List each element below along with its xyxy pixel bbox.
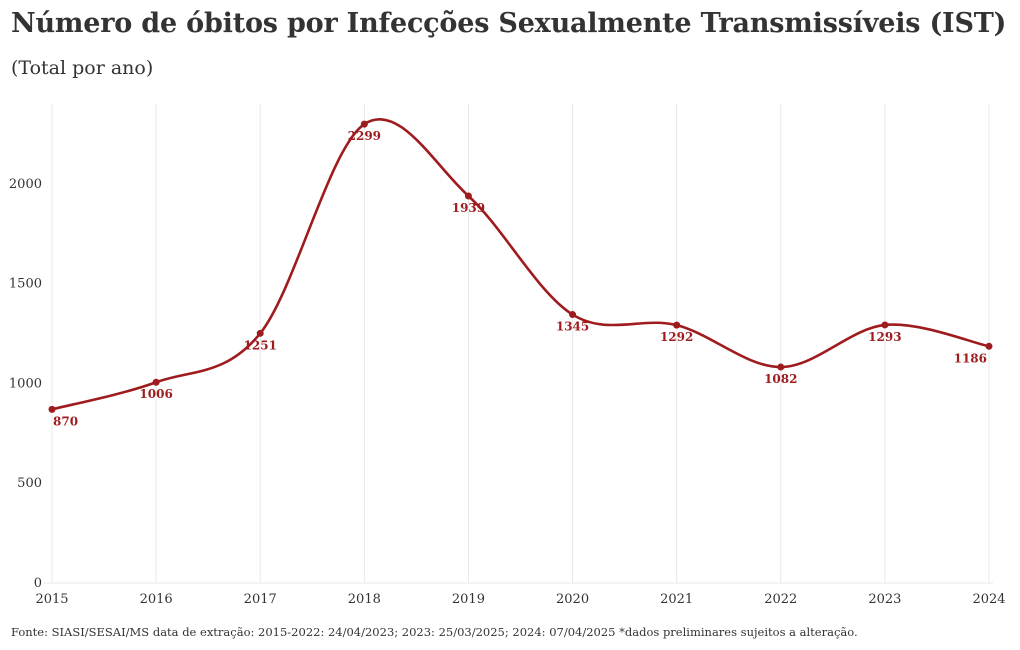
- x-tick-label: 2024: [972, 592, 1005, 607]
- data-label: 1345: [556, 320, 589, 334]
- x-tick-label: 2015: [35, 592, 68, 607]
- x-tick-label: 2016: [140, 592, 173, 607]
- data-label: 1292: [660, 330, 693, 344]
- x-tick-label: 2020: [556, 592, 589, 607]
- y-tick-label: 0: [34, 576, 42, 591]
- data-points: [48, 120, 993, 413]
- data-label: 870: [53, 414, 78, 428]
- y-tick-label: 1000: [9, 376, 42, 391]
- y-tick-label: 2000: [9, 177, 42, 192]
- data-label: 1939: [452, 201, 485, 215]
- data-point: [152, 378, 160, 386]
- data-label: 1082: [764, 372, 797, 386]
- series-line: [50, 117, 991, 411]
- data-point: [360, 120, 368, 128]
- data-labels: 870 1006 1251 2299 1939 1345 1292 1082 1293 1186: [53, 129, 987, 428]
- data-point: [985, 342, 993, 350]
- data-point: [48, 405, 56, 413]
- x-tick-label: 2019: [452, 592, 485, 607]
- x-tick-label: 2021: [660, 592, 693, 607]
- x-axis: 2015 2016 2017 2018 2019 2020 2021 2022 2023 2024: [35, 592, 1005, 607]
- source-note: Fonte: SIASI/SESAI/MS data de extração: …: [11, 625, 858, 639]
- chart-grid: [44, 104, 993, 584]
- data-point: [777, 363, 785, 371]
- data-point: [256, 329, 264, 337]
- data-label: 1251: [244, 338, 277, 352]
- y-axis: 0 500 1000 1500 2000: [9, 177, 42, 591]
- chart-subtitle: (Total por ano): [11, 57, 154, 79]
- chart-title: Número de óbitos por Infecções Sexualmen…: [11, 8, 1007, 39]
- data-point: [464, 192, 472, 200]
- x-tick-label: 2023: [868, 592, 901, 607]
- data-point: [673, 321, 681, 329]
- x-tick-label: 2018: [348, 592, 381, 607]
- data-label: 1186: [954, 351, 987, 365]
- data-label: 2299: [348, 129, 381, 143]
- y-tick-label: 1500: [9, 277, 42, 292]
- data-label: 1006: [139, 387, 172, 401]
- x-tick-label: 2022: [764, 592, 797, 607]
- y-tick-label: 500: [17, 476, 42, 491]
- x-tick-label: 2017: [244, 592, 277, 607]
- data-point: [569, 311, 577, 319]
- data-point: [881, 321, 889, 329]
- data-label: 1293: [868, 330, 901, 344]
